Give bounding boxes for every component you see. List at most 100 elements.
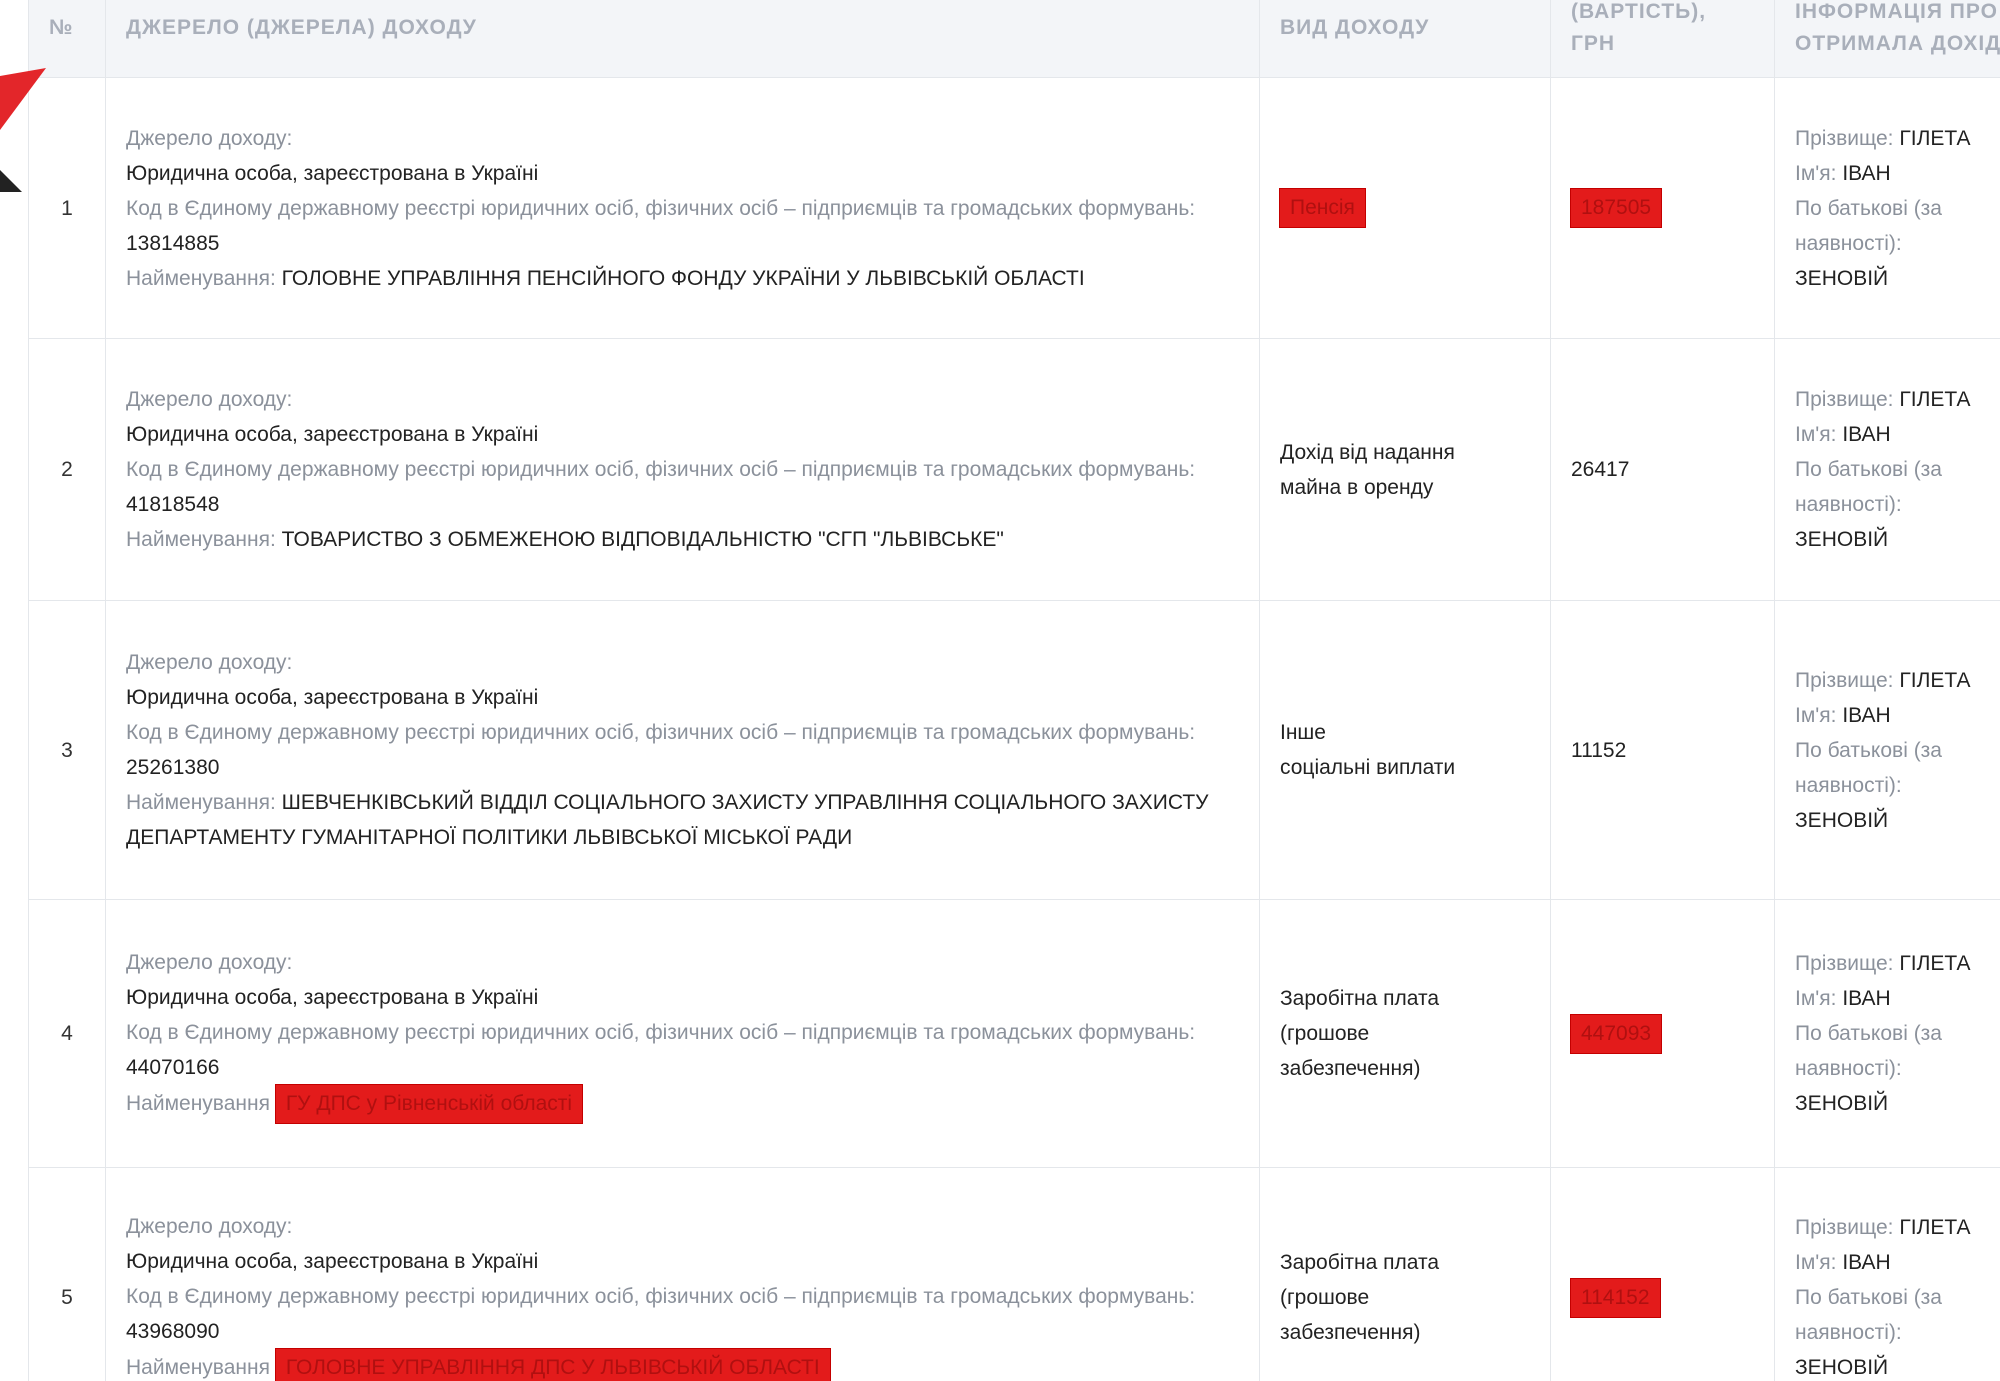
- type-line: Заробітна плата: [1280, 987, 1440, 1010]
- person-value: ІВАН: [1842, 161, 1891, 185]
- code-label: Код в Єдиному державному реєстрі юридичн…: [126, 1020, 1196, 1044]
- source-cell: Джерело доходу: Юридична особа, зареєстро…: [105, 77, 1260, 339]
- person-line: Прізвище: ГІЛЕТА: [1795, 663, 1985, 698]
- code-label: Код в Єдиному державному реєстрі юридичн…: [126, 196, 1196, 220]
- person-value: ІВАН: [1842, 987, 1891, 1010]
- code-label: Код в Єдиному державному реєстрі юридичн…: [126, 721, 1196, 744]
- person-label: Ім'я:: [1795, 161, 1837, 185]
- person-line: Прізвище: ГІЛЕТА: [1795, 121, 1985, 156]
- row-number: 4: [28, 899, 106, 1168]
- source-label: Джерело доходу:: [126, 388, 293, 411]
- row-number: 1: [28, 77, 106, 339]
- amount-cell: 187505: [1550, 77, 1775, 339]
- header-person-top: ІНФОРМАЦІЯ ПРО: [1795, 0, 1998, 23]
- source-cell: Джерело доходу: Юридична особа, зареєстро…: [105, 600, 1260, 900]
- header-person-bottom: ОТРИМАЛА ДОХІД: [1795, 32, 2000, 55]
- source-cell: Джерело доходу: Юридична особа, зареєстро…: [105, 1167, 1260, 1381]
- person-line: Ім'я: ІВАН: [1795, 417, 1985, 452]
- type-cell: Інше соціальні виплати: [1259, 600, 1551, 900]
- source-label: Джерело доходу:: [126, 950, 293, 974]
- person-value: ГІЛЕТА: [1899, 126, 1971, 150]
- row-number: 3: [28, 600, 106, 900]
- person-line: По батькові (за наявності): ЗЕНОВІЙ: [1795, 733, 1985, 838]
- person-label: Ім'я:: [1795, 987, 1837, 1010]
- amount-cell: 447093: [1550, 899, 1775, 1168]
- table-header: № ДЖЕРЕЛО (ДЖЕРЕЛА) ДОХОДУ ВИД ДОХОДУ (В…: [28, 0, 2000, 78]
- table-body: 1 Джерело доходу: Юридична особа, зареєстр…: [28, 77, 2000, 1381]
- table-container: № ДЖЕРЕЛО (ДЖЕРЕЛА) ДОХОДУ ВИД ДОХОДУ (В…: [28, 0, 2000, 1381]
- type-line: забезпечення): [1280, 1321, 1421, 1344]
- person-line: Ім'я: ІВАН: [1795, 981, 1985, 1016]
- person-label: По батькові (за наявності):: [1795, 738, 1942, 797]
- source-type: Юридична особа, зареєстрована в Україні: [126, 423, 539, 446]
- person-label: Прізвище:: [1795, 952, 1894, 975]
- person-line: Прізвище: ГІЛЕТА: [1795, 946, 1985, 981]
- corner-decoration: [0, 68, 46, 192]
- source-type: Юридична особа, зареєстрована в Україні: [126, 985, 539, 1009]
- code-value: 25261380: [126, 756, 220, 779]
- dark-triangle: [0, 170, 22, 192]
- type-wrap: Інше соціальні виплати: [1280, 715, 1530, 785]
- source-type: Юридична особа, зареєстрована в Україні: [126, 161, 539, 185]
- type-wrap: Заробітна плата (грошове забезпечення): [1280, 981, 1530, 1086]
- source-label: Джерело доходу:: [126, 126, 293, 150]
- type-line: (грошове: [1280, 1286, 1370, 1309]
- person-label: Прізвище:: [1795, 388, 1894, 411]
- amount-value: 26417: [1571, 458, 1630, 481]
- person-line: По батькові (за наявності): ЗЕНОВІЙ: [1795, 191, 1985, 296]
- type-line: Пенсія: [1290, 196, 1355, 219]
- name-label: Найменування:: [126, 528, 276, 551]
- person-line: Прізвище: ГІЛЕТА: [1795, 1210, 1985, 1245]
- code-line: Код в Єдиному державному реєстрі юридичн…: [126, 715, 1239, 785]
- code-value: 41818548: [126, 493, 220, 516]
- type-line: (грошове: [1280, 1022, 1370, 1045]
- name-value: ТОВАРИСТВО З ОБМЕЖЕНОЮ ВІДПОВІДАЛЬНІСТЮ …: [281, 528, 1004, 551]
- source-cell: Джерело доходу: Юридична особа, зареєстро…: [105, 338, 1260, 601]
- person-label: По батькові (за наявності):: [1795, 1022, 1942, 1080]
- row-number: 2: [28, 338, 106, 601]
- source-label: Джерело доходу:: [126, 651, 293, 674]
- person-value: ІВАН: [1842, 703, 1891, 727]
- name-label: Найменування: [126, 1355, 270, 1379]
- header-number: №: [28, 0, 106, 78]
- type-cell: Пенсія: [1259, 77, 1551, 339]
- amount-cell: 114152: [1550, 1167, 1775, 1381]
- person-line: Ім'я: ІВАН: [1795, 156, 1985, 191]
- person-value: ЗЕНОВІЙ: [1795, 1092, 1889, 1115]
- person-label: По батькові (за наявності):: [1795, 458, 1942, 516]
- amount-redacted: 114152: [1571, 1278, 1660, 1317]
- person-line: Прізвище: ГІЛЕТА: [1795, 382, 1985, 417]
- code-value: 43968090: [126, 1319, 220, 1343]
- person-line: По батькові (за наявності): ЗЕНОВІЙ: [1795, 1280, 1985, 1381]
- name-label: Найменування:: [126, 266, 276, 290]
- person-cell: Прізвище: ГІЛЕТА Ім'я: ІВАН По батькові (з…: [1774, 77, 2000, 339]
- code-value: 13814885: [126, 231, 220, 255]
- red-triangle: [0, 68, 46, 130]
- code-line: Код в Єдиному державному реєстрі юридичн…: [126, 191, 1239, 261]
- person-value: ГІЛЕТА: [1899, 1216, 1971, 1239]
- header-person: ІНФОРМАЦІЯ ПРО ОТРИМАЛА ДОХІД: [1774, 0, 2000, 78]
- amount-redacted: 447093: [1571, 1014, 1662, 1053]
- name-redacted: ГОЛОВНЕ УПРАВЛІННЯ ДПС У ЛЬВІВСЬКІЙ ОБЛА…: [275, 1348, 830, 1381]
- amount-value: 11152: [1571, 738, 1627, 762]
- type-cell: Заробітна плата (грошове забезпечення): [1259, 899, 1551, 1168]
- code-line: Код в Єдиному державному реєстрі юридичн…: [126, 1279, 1239, 1349]
- type-wrap: Пенсія: [1280, 189, 1365, 227]
- person-label: По батькові (за наявності):: [1795, 1286, 1942, 1344]
- person-line: По батькові (за наявності): ЗЕНОВІЙ: [1795, 1016, 1985, 1121]
- name-line: Найменування ГОЛОВНЕ УПРАВЛІННЯ ДПС У ЛЬ…: [126, 1348, 1239, 1381]
- type-wrap: Дохід від надання майна в оренду: [1280, 435, 1530, 505]
- person-label: Ім'я:: [1795, 1251, 1837, 1274]
- person-value: ЗЕНОВІЙ: [1795, 266, 1889, 290]
- type-line: забезпечення): [1280, 1057, 1421, 1080]
- person-value: ГІЛЕТА: [1899, 388, 1971, 411]
- person-value: ЗЕНОВІЙ: [1795, 528, 1889, 551]
- income-table: № ДЖЕРЕЛО (ДЖЕРЕЛА) ДОХОДУ ВИД ДОХОДУ (В…: [28, 0, 2000, 1381]
- person-label: Прізвище:: [1795, 1216, 1894, 1239]
- name-line: Найменування: ГОЛОВНЕ УПРАВЛІННЯ ПЕНСІЙН…: [126, 261, 1239, 296]
- name-label: Найменування:: [126, 791, 276, 814]
- source-cell: Джерело доходу: Юридична особа, зареєстро…: [105, 899, 1260, 1168]
- type-cell: Заробітна плата (грошове забезпечення): [1259, 1167, 1551, 1381]
- type-wrap: Заробітна плата (грошове забезпечення): [1280, 1245, 1530, 1350]
